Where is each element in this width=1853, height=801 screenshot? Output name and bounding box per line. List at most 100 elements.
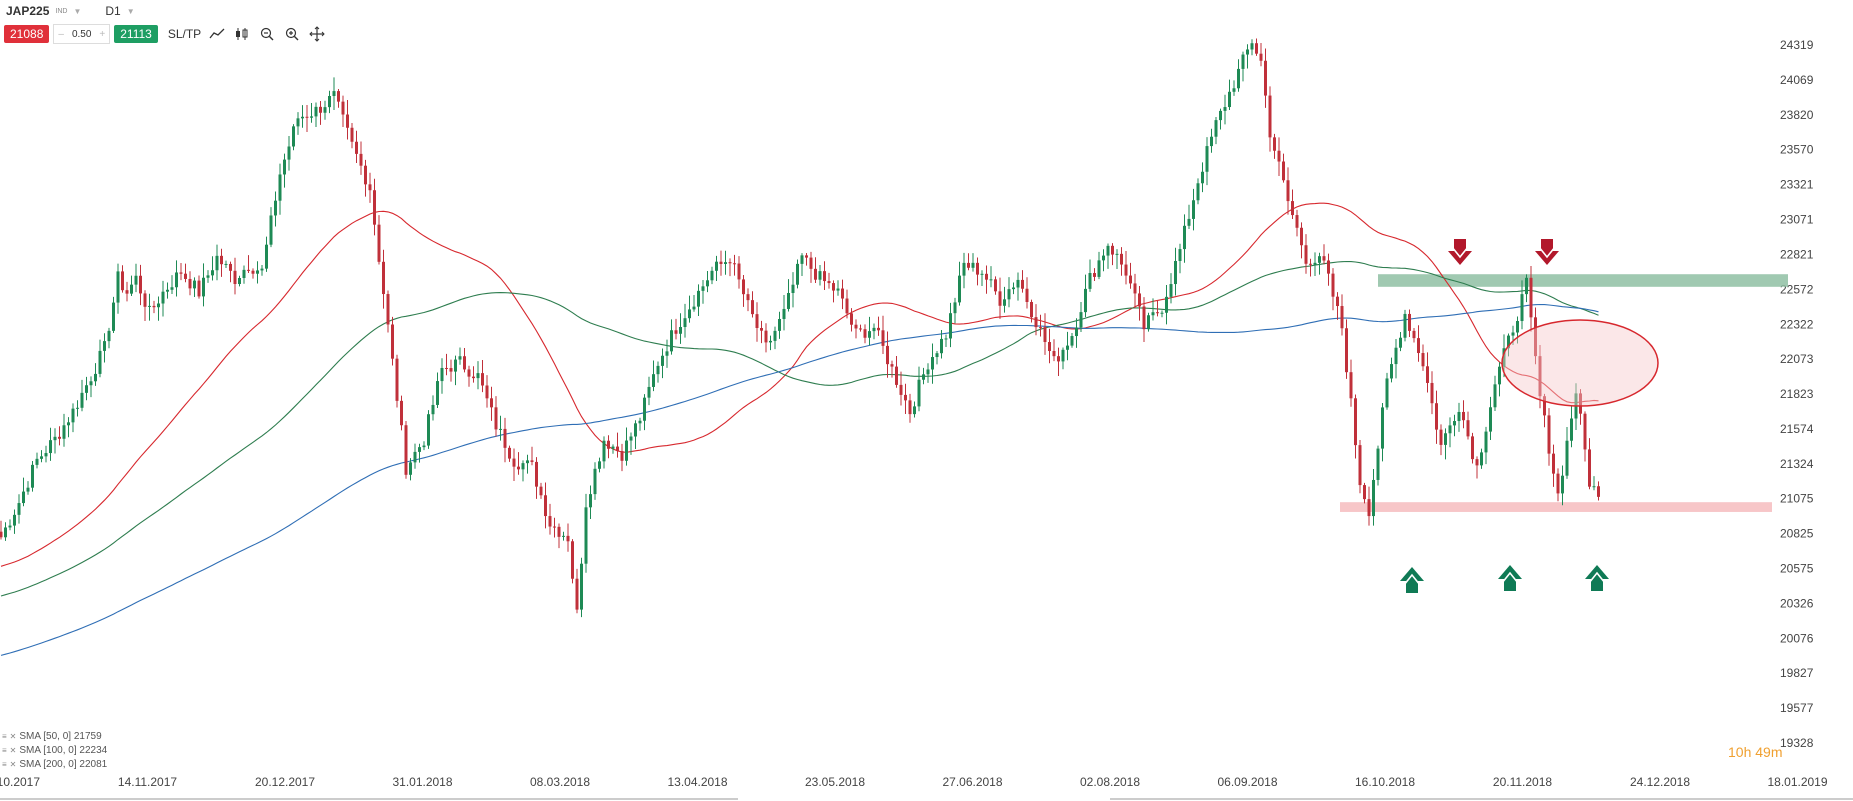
candle <box>134 263 138 293</box>
legend-item[interactable]: ≡ ✕ SMA [200, 0] 22081 <box>2 758 107 772</box>
candle <box>670 319 673 355</box>
candle <box>1372 468 1375 526</box>
candle <box>454 355 457 386</box>
candle <box>764 323 768 353</box>
candle <box>1471 432 1474 464</box>
settings-icon[interactable]: ≡ <box>2 746 7 755</box>
y-tick-label: 20825 <box>1780 527 1814 541</box>
timer-unit: m <box>1770 744 1783 760</box>
symbol-name[interactable]: JAP225 <box>6 4 50 18</box>
candle <box>1106 243 1110 269</box>
candle <box>1102 249 1105 272</box>
sma-line <box>0 202 1599 567</box>
candle <box>1187 204 1191 230</box>
candle <box>679 313 682 344</box>
candle <box>607 435 610 459</box>
candle <box>746 288 750 312</box>
candle <box>881 315 885 355</box>
candle <box>467 365 471 387</box>
candle <box>710 266 714 285</box>
candle <box>535 457 538 499</box>
candle <box>1583 411 1587 462</box>
candle <box>323 100 327 120</box>
candle <box>818 265 822 286</box>
x-tick-label: 06.10.2017 <box>0 775 40 789</box>
settings-icon[interactable]: ≡ <box>2 760 7 769</box>
candle <box>971 253 975 272</box>
quantity-value[interactable]: 0.50 <box>71 28 92 40</box>
candle <box>310 103 313 123</box>
line-chart-icon[interactable] <box>208 25 226 43</box>
sltp-button[interactable]: SL/TP <box>167 27 202 41</box>
candle <box>22 477 25 507</box>
close-icon[interactable]: ✕ <box>9 732 17 741</box>
candle <box>1057 347 1060 376</box>
close-icon[interactable]: ✕ <box>9 746 17 755</box>
candle <box>112 296 115 333</box>
candle <box>1525 274 1528 303</box>
candle <box>1120 247 1123 276</box>
candle <box>719 250 723 276</box>
settings-icon[interactable]: ≡ <box>2 732 7 741</box>
candle <box>1408 309 1411 337</box>
chart-toolbar: JAP225 IND ▼ D1 ▼ 21088 – 0.50 + 21113 S… <box>4 2 364 46</box>
quantity-stepper[interactable]: – 0.50 + <box>53 24 111 44</box>
sma-line <box>0 260 1599 597</box>
candle <box>931 343 934 384</box>
y-tick-label: 21823 <box>1780 387 1814 401</box>
zoom-out-icon[interactable] <box>258 25 276 43</box>
candle <box>706 271 709 293</box>
candles-icon[interactable] <box>233 25 251 43</box>
sell-button[interactable]: 21088 <box>4 25 50 43</box>
candle <box>1043 313 1047 355</box>
candle <box>1417 325 1420 362</box>
candle <box>157 296 160 321</box>
candle <box>350 123 354 149</box>
legend-item[interactable]: ≡ ✕ SMA [100, 0] 22234 <box>2 744 107 758</box>
candle <box>436 372 439 409</box>
candle <box>4 522 7 541</box>
candle <box>1205 137 1209 186</box>
time-axis: 06.10.2017 14.11.2017 20.12.2017 31.01.2018… <box>0 775 1853 800</box>
candle <box>602 436 606 469</box>
candle <box>647 376 651 406</box>
legend-item[interactable]: ≡ ✕ SMA [50, 0] 21759 <box>2 730 107 744</box>
close-icon[interactable]: ✕ <box>9 760 17 769</box>
zoom-in-icon[interactable] <box>283 25 301 43</box>
candle <box>1466 411 1470 440</box>
sma-layer <box>0 202 1599 656</box>
legend-label: SMA [50, 0] 21759 <box>19 731 102 742</box>
candle <box>175 260 178 297</box>
candle <box>1196 178 1200 205</box>
candle <box>1484 426 1488 465</box>
candle <box>1268 86 1272 152</box>
candle <box>580 557 583 618</box>
candle <box>886 331 889 378</box>
decrease-button[interactable]: – <box>58 28 64 40</box>
increase-button[interactable]: + <box>99 28 106 40</box>
candle <box>1313 252 1317 276</box>
candle <box>512 448 516 482</box>
chevron-down-icon[interactable]: ▼ <box>73 6 82 16</box>
candle <box>359 141 363 175</box>
candle <box>143 290 147 322</box>
candle <box>1502 334 1506 378</box>
candle <box>170 275 174 295</box>
candle <box>1075 318 1078 348</box>
timeframe-select[interactable]: D1 <box>105 4 121 18</box>
candle <box>935 351 939 365</box>
buy-button[interactable]: 21113 <box>114 25 158 43</box>
candle <box>845 289 849 319</box>
x-tick-label: 18.01.2019 <box>1767 775 1827 789</box>
crosshair-icon[interactable] <box>308 25 326 43</box>
candle <box>184 263 187 283</box>
candle <box>8 519 12 531</box>
candle <box>301 105 304 128</box>
chevron-down-icon[interactable]: ▼ <box>126 6 135 16</box>
candle <box>481 360 484 393</box>
candle <box>598 457 601 473</box>
candle <box>620 443 624 472</box>
candle <box>1201 162 1204 193</box>
candle <box>98 339 102 378</box>
